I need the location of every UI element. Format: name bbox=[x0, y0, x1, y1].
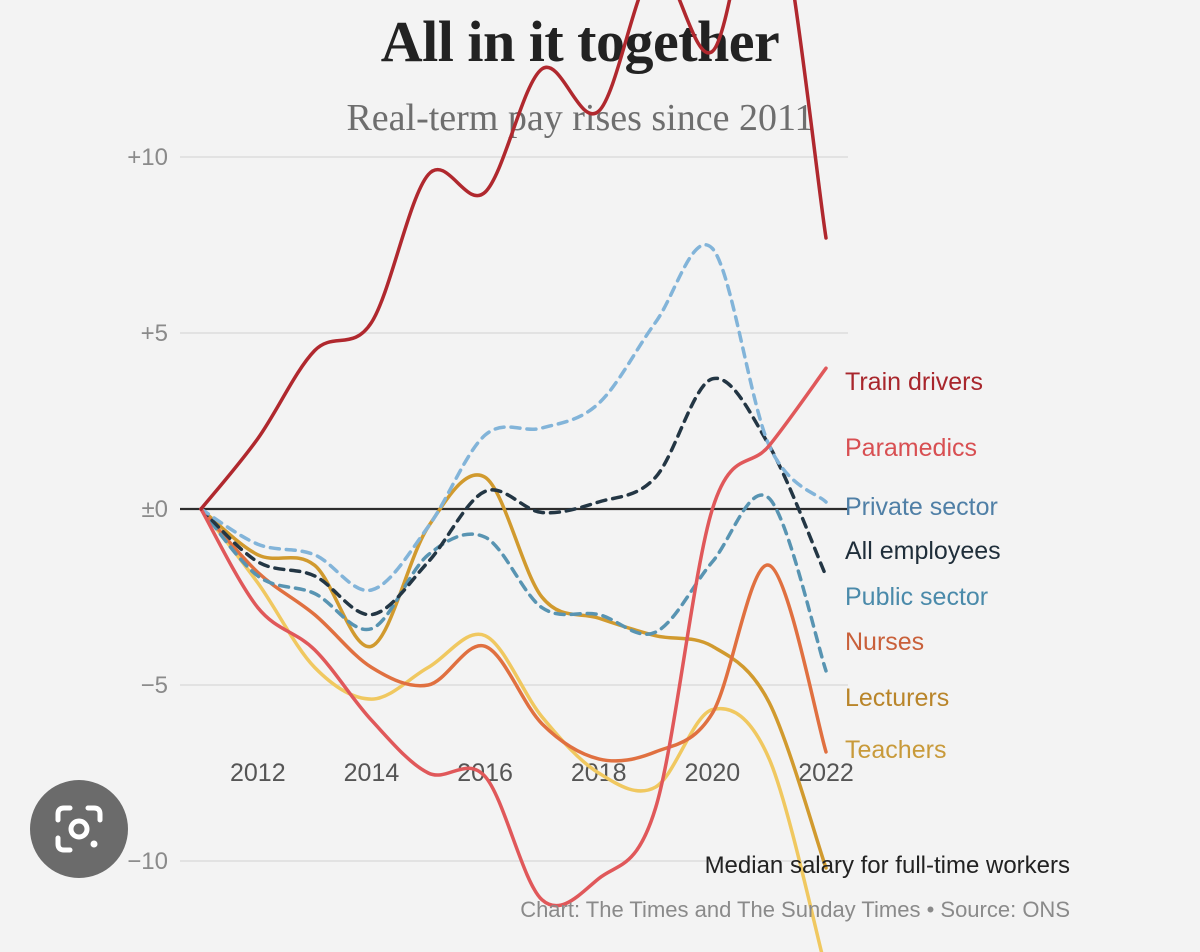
y-tick-label: +10 bbox=[127, 144, 168, 171]
x-axis-ticks: 2012 2014 2016 2018 2020 2022 bbox=[230, 759, 854, 787]
series-labels: Train drivers Paramedics Private sector All… bbox=[845, 368, 1001, 764]
series-label-train-drivers: Train drivers bbox=[845, 368, 983, 396]
y-tick-label: ±0 bbox=[141, 496, 168, 523]
series-label-all-employees: All employees bbox=[845, 537, 1001, 565]
series-label-public-sector: Public sector bbox=[845, 583, 988, 611]
google-lens-icon bbox=[55, 805, 103, 853]
x-tick-label: 2016 bbox=[457, 759, 513, 787]
y-axis-ticks: +15%+10+5±0−5−10 bbox=[127, 144, 168, 875]
x-tick-label: 2014 bbox=[344, 759, 400, 787]
series-line-private-sector bbox=[199, 243, 828, 593]
series-line-public-sector bbox=[199, 493, 828, 673]
chart-title: All in it together bbox=[380, 9, 780, 74]
x-tick-label: 2012 bbox=[230, 759, 286, 787]
series-label-private-sector: Private sector bbox=[845, 493, 998, 521]
x-tick-label: 2020 bbox=[685, 759, 741, 787]
y-tick-label: −5 bbox=[141, 672, 168, 699]
source-credit: Chart: The Times and The Sunday Times • … bbox=[520, 897, 1070, 922]
series-label-lecturers: Lecturers bbox=[845, 684, 949, 712]
footer-note: Median salary for full-time workers bbox=[704, 852, 1070, 879]
series-label-nurses: Nurses bbox=[845, 628, 924, 656]
series-lines bbox=[199, 0, 828, 952]
series-line-nurses bbox=[199, 507, 828, 763]
x-tick-label: 2022 bbox=[798, 759, 854, 787]
y-tick-label: −10 bbox=[127, 848, 168, 875]
series-line-all-employees bbox=[199, 376, 828, 617]
gridlines bbox=[180, 156, 848, 862]
y-tick-label: +5 bbox=[141, 320, 168, 347]
series-line-teachers bbox=[199, 507, 824, 952]
series-label-paramedics: Paramedics bbox=[845, 434, 977, 462]
series-line-train-drivers bbox=[199, 0, 828, 511]
series-label-teachers: Teachers bbox=[845, 736, 946, 764]
series-line-paramedics bbox=[199, 366, 828, 908]
series-line-lecturers bbox=[199, 473, 828, 870]
google-lens-button[interactable] bbox=[30, 780, 128, 878]
